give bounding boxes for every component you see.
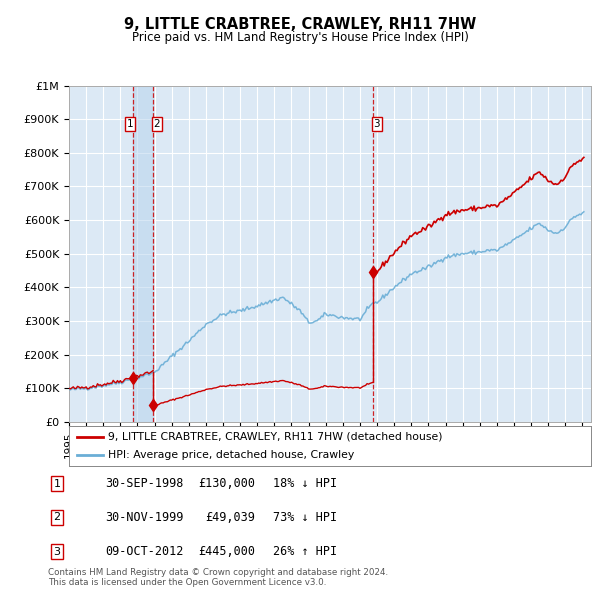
Text: 3: 3 (374, 119, 380, 129)
Text: 9, LITTLE CRABTREE, CRAWLEY, RH11 7HW (detached house): 9, LITTLE CRABTREE, CRAWLEY, RH11 7HW (d… (108, 432, 443, 442)
Text: 30-NOV-1999: 30-NOV-1999 (105, 511, 184, 524)
Text: HPI: Average price, detached house, Crawley: HPI: Average price, detached house, Craw… (108, 450, 355, 460)
Text: 2: 2 (53, 513, 61, 522)
Text: £49,039: £49,039 (205, 511, 255, 524)
Text: 09-OCT-2012: 09-OCT-2012 (105, 545, 184, 558)
Text: Contains HM Land Registry data © Crown copyright and database right 2024.
This d: Contains HM Land Registry data © Crown c… (48, 568, 388, 587)
Text: 73% ↓ HPI: 73% ↓ HPI (273, 511, 337, 524)
Text: 1: 1 (53, 479, 61, 489)
Text: 3: 3 (53, 547, 61, 556)
Text: 9, LITTLE CRABTREE, CRAWLEY, RH11 7HW: 9, LITTLE CRABTREE, CRAWLEY, RH11 7HW (124, 17, 476, 31)
Bar (133, 86, 153, 422)
Text: 26% ↑ HPI: 26% ↑ HPI (273, 545, 337, 558)
Text: 2: 2 (154, 119, 160, 129)
Text: £130,000: £130,000 (198, 477, 255, 490)
Text: £445,000: £445,000 (198, 545, 255, 558)
Text: 1: 1 (127, 119, 133, 129)
Text: Price paid vs. HM Land Registry's House Price Index (HPI): Price paid vs. HM Land Registry's House … (131, 31, 469, 44)
Text: 30-SEP-1998: 30-SEP-1998 (105, 477, 184, 490)
Text: 18% ↓ HPI: 18% ↓ HPI (273, 477, 337, 490)
